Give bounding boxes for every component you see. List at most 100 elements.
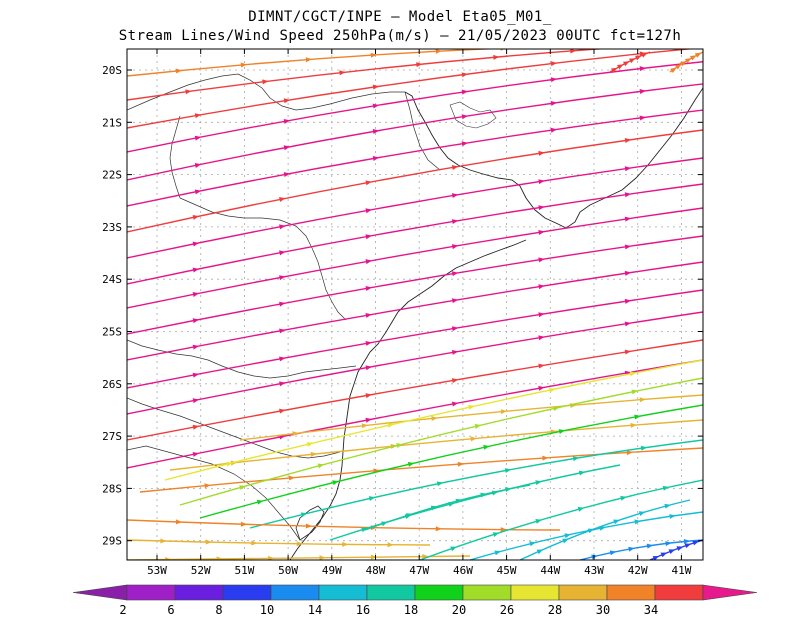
colorbar-label: 16 [356,603,370,617]
stream-arrow [684,58,692,64]
stream-arrow [279,381,286,387]
river-islands [449,101,497,129]
stream-arrow [361,423,368,429]
colorbar-segment [174,584,224,601]
stream-arrow [578,470,586,476]
stream-arrow [422,554,429,560]
stream-arrow [694,52,702,58]
stream-arrow [361,527,368,533]
stream-arrow [609,550,617,556]
stream-arrow [689,55,697,61]
stream-arrow [372,84,380,90]
streamline [127,339,703,441]
stream-arrow [192,292,200,297]
stream-arrow [624,192,632,198]
stream-arrow [251,540,258,546]
stream-arrow [610,67,618,73]
colorbar-segment [270,584,320,601]
stream-arrow [451,244,459,250]
stream-arrow [639,115,646,121]
state-border-3 [127,339,357,379]
lon-tick-label: 48W [366,564,386,577]
stream-arrow [283,118,291,124]
stream-arrow [455,498,462,504]
stream-arrow [240,62,247,68]
colorbar-segment [510,584,560,601]
stream-arrow [538,312,545,318]
stream-arrow [639,88,646,94]
stream-arrow [634,414,641,420]
stream-arrow [396,443,403,448]
stream-arrow [365,312,372,318]
stream-arrow [372,103,380,109]
stream-arrow [461,89,468,95]
stream-arrow [416,62,423,68]
colorbar-label: 10 [260,603,274,617]
stream-arrow [494,550,501,556]
stream-arrow [192,267,200,273]
stream-arrow [624,138,632,143]
lat-tick-label: 21S [102,116,122,129]
colorbar-segment [462,584,512,601]
stream-arrow [480,492,487,498]
streamline [127,129,703,233]
latitude-labels: 20S 21S 22S 23S 24S 25S 26S 27S 28S 29S [102,64,703,548]
stream-arrow [630,422,637,428]
stream-arrow [450,546,457,552]
stream-arrow [279,408,286,414]
stream-arrow [572,456,580,462]
colorbar-label: 18 [404,603,418,617]
stream-arrow [550,127,557,133]
stream-arrow [317,463,325,469]
stream-arrow [279,301,286,307]
state-border-4 [127,397,341,459]
stream-arrow [626,450,633,456]
stream-arrow [538,385,545,391]
stream-arrow [680,61,687,67]
lagoa-dos-patos [295,505,325,541]
stream-arrow [457,461,464,467]
chart-title-line2: Stream Lines/Wind Speed 250hPa(m/s) – 21… [118,28,682,44]
stream-arrow [538,230,545,235]
stream-arrow [639,66,646,72]
stream-arrow [292,431,299,437]
stream-arrow [306,441,314,447]
streamline [127,157,703,259]
streamline [127,49,499,77]
stream-arrow [430,505,438,511]
colorbar-label: 34 [644,603,658,617]
stream-arrow [332,480,339,486]
stream-arrow [550,77,557,83]
streamline [169,419,703,471]
stream-arrow [461,72,468,78]
stream-arrow [638,511,646,517]
stream-arrow [538,205,545,211]
stream-arrow [436,481,444,487]
stream-arrow [622,61,630,67]
stream-arrow [535,480,542,486]
stream-arrow [194,135,202,141]
stream-arrow [300,512,308,518]
stream-arrow [624,349,632,355]
stream-arrow [431,416,438,421]
stream-arrow [665,541,672,547]
stream-arrow [256,499,264,505]
stream-arrow [192,241,200,247]
stream-arrow [548,387,556,393]
stream-arrow [624,166,632,172]
stream-arrow [483,444,490,450]
coastline-south [289,239,527,560]
stream-arrow [587,528,595,534]
stream-arrow [641,52,648,58]
lon-tick-label: 46W [453,564,473,577]
stream-arrow [451,326,459,332]
stream-arrow [205,539,212,545]
stream-arrow [629,371,637,377]
stream-arrow [538,363,545,369]
stream-arrow [160,538,167,544]
colorbar-segment [414,584,464,601]
coastline [404,87,703,229]
stream-arrow [365,180,372,186]
stream-arrow [620,495,627,501]
stream-arrow [550,100,557,106]
